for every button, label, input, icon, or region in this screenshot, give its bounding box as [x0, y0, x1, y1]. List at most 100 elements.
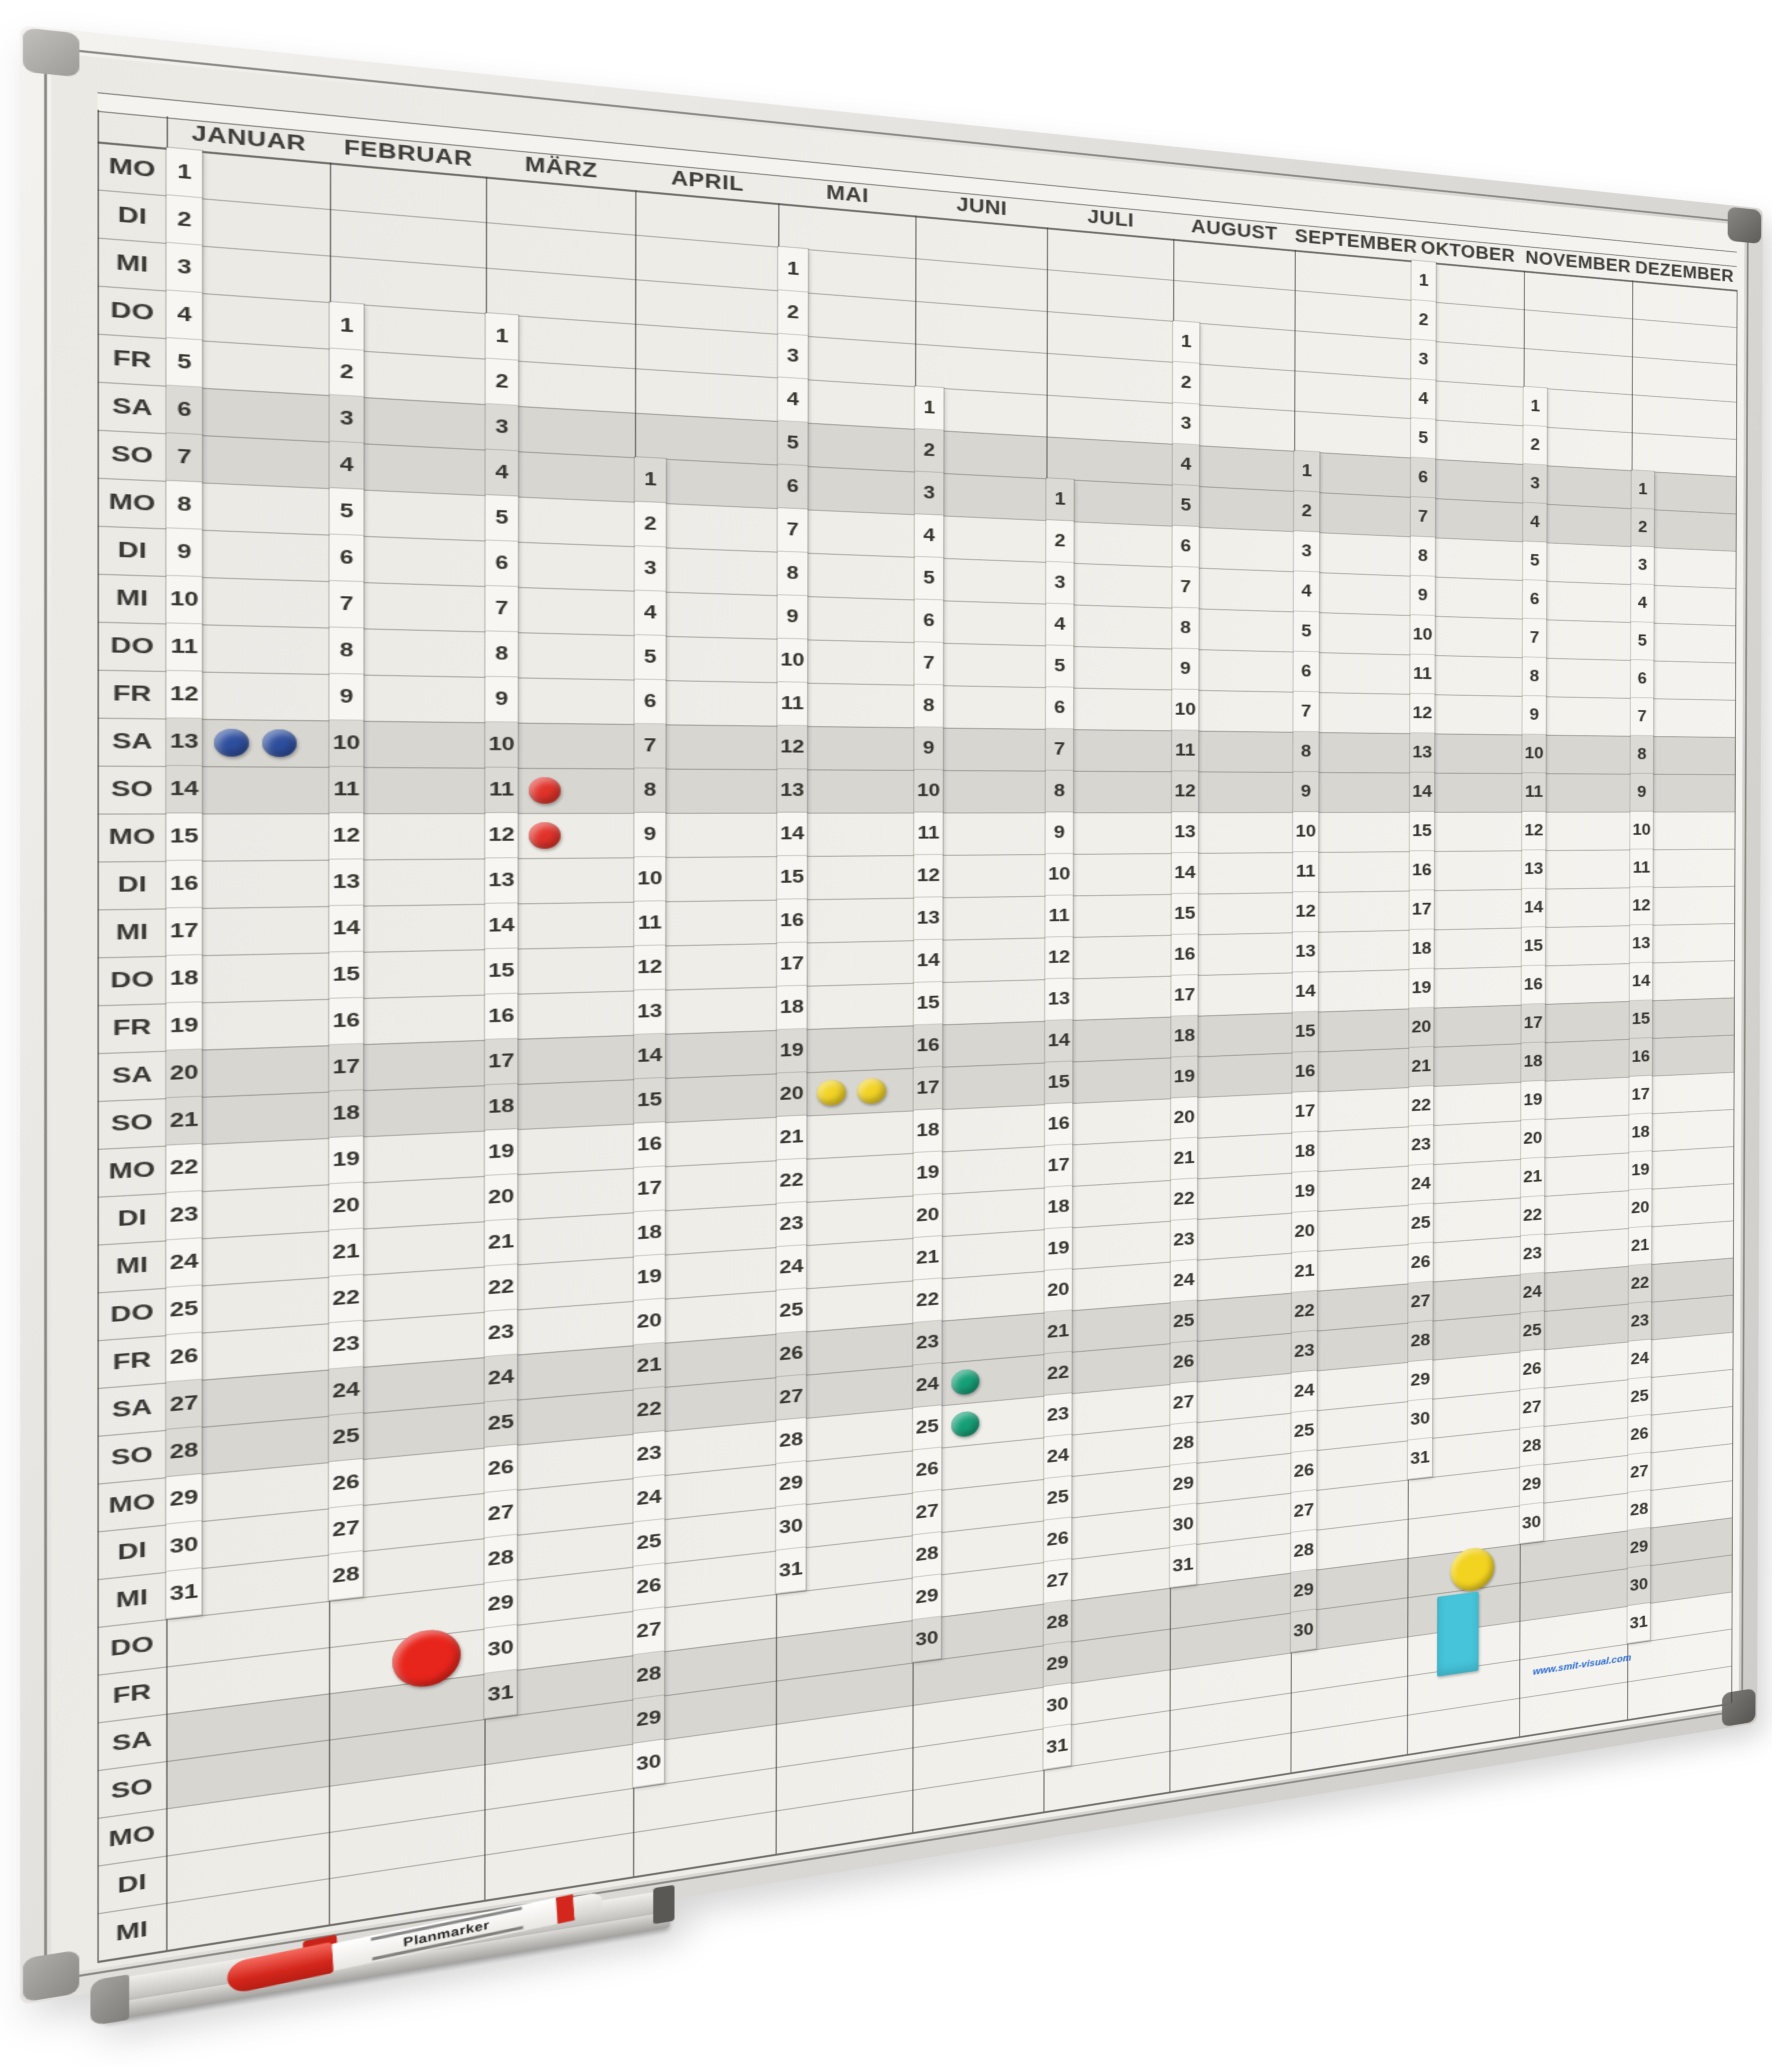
day-number: 7: [166, 433, 202, 483]
day-number: 12: [1410, 693, 1435, 734]
day-number: 8: [634, 768, 666, 813]
day-number: 18: [1292, 1131, 1318, 1173]
day-number: 15: [913, 982, 943, 1026]
day-number: 2: [1046, 520, 1074, 563]
weekday-label: SO: [111, 1109, 153, 1137]
day-strip: 1 2 3 4 5 6 7 8 9 10 11 12 13 14 15 16 17 18 19 20 21 22 23 24 2…: [912, 386, 944, 1663]
day-number: 12: [329, 813, 364, 860]
day-number: 16: [913, 1024, 943, 1068]
day-number: 30: [1290, 1609, 1317, 1653]
day-number: 27: [912, 1489, 942, 1536]
day-number: 7: [1410, 496, 1436, 538]
day-number: 7: [914, 642, 944, 686]
magnet-dot[interactable]: [528, 777, 561, 804]
day-number: 27: [484, 1489, 517, 1539]
day-number: 26: [1408, 1242, 1433, 1284]
weekday-label: MI: [115, 1584, 149, 1613]
day-number: 20: [329, 1182, 364, 1231]
day-number: 11: [1292, 851, 1319, 893]
day-number: 7: [634, 724, 666, 769]
day-number: 6: [1172, 525, 1199, 568]
day-number: 17: [1171, 975, 1198, 1017]
day-number: 20: [1044, 1268, 1072, 1313]
day-number: 21: [1409, 1046, 1434, 1088]
day-number: 9: [1410, 575, 1435, 616]
day-number: 29: [1627, 1527, 1651, 1569]
day-number: 22: [1044, 1351, 1072, 1396]
day-number: 1: [166, 147, 203, 199]
planner-grid: MO DI MI DO FR SA SO MO DI MI DO FR SA SO MO DI MI DO FR SA…: [20, 25, 1763, 2005]
magnet-dot[interactable]: [262, 729, 297, 758]
day-number: 26: [1628, 1414, 1651, 1455]
day-number: 11: [1045, 895, 1073, 938]
day-number: 5: [1630, 622, 1654, 661]
day-number: 15: [329, 951, 364, 999]
weekday-label: DI: [117, 1204, 147, 1232]
day-number: 28: [1291, 1529, 1317, 1573]
day-number: 10: [485, 722, 518, 768]
day-number: 12: [1045, 936, 1073, 980]
day-number: 28: [484, 1534, 517, 1584]
day-number: 19: [913, 1151, 943, 1196]
day-number: 24: [329, 1366, 363, 1416]
day-number: 13: [1292, 931, 1319, 973]
day-number: 20: [1409, 1007, 1434, 1048]
day-number: 23: [1044, 1393, 1072, 1438]
day-number: 30: [1043, 1683, 1071, 1729]
day-number: 18: [329, 1090, 364, 1138]
day-number: 25: [1044, 1476, 1072, 1521]
day-number: 1: [1411, 260, 1436, 302]
day-number: 11: [634, 901, 666, 947]
day-number: 27: [1408, 1281, 1433, 1323]
day-number: 5: [1410, 418, 1436, 459]
weekday-label: SO: [111, 1441, 153, 1471]
day-number: 18: [166, 955, 202, 1004]
day-number: 17: [1292, 1091, 1318, 1133]
note-card-magnet[interactable]: [1437, 1591, 1479, 1677]
day-number: 8: [777, 551, 808, 597]
year-planner-board: MO DI MI DO FR SA SO MO DI MI DO FR SA SO MO DI MI DO FR SA…: [20, 25, 1763, 2027]
day-number: 12: [1522, 811, 1546, 851]
day-number: 25: [633, 1519, 665, 1567]
day-number: 6: [329, 534, 364, 583]
day-number: 2: [1172, 361, 1200, 405]
day-number: 31: [484, 1669, 517, 1720]
weekday-label: MI: [116, 249, 149, 278]
day-number: 26: [1520, 1349, 1544, 1391]
day-number: 21: [1291, 1250, 1318, 1293]
day-number: 13: [1171, 812, 1199, 854]
weekday-label: FR: [112, 1347, 152, 1375]
day-number: 15: [1409, 811, 1435, 852]
day-number: 27: [166, 1379, 202, 1430]
day-number: 10: [634, 857, 666, 902]
month-header: JUNI: [956, 194, 1008, 220]
day-number: 2: [166, 195, 203, 246]
day-number: 15: [634, 1077, 666, 1124]
day-strip: 1 2 3 4 5 6 7 8 9 10 11 12 13 14 15 16 17 18 19 20 21 22 23 24 2…: [776, 246, 808, 1595]
day-number: 28: [1043, 1600, 1072, 1646]
magnet-dot[interactable]: [528, 822, 561, 849]
day-number: 3: [1631, 546, 1654, 585]
weekday-label: DI: [117, 537, 147, 564]
magnet-dot[interactable]: [214, 728, 249, 757]
day-number: 9: [777, 595, 808, 640]
day-number: 24: [484, 1354, 518, 1403]
day-number: 15: [1171, 893, 1198, 935]
day-number: 9: [1293, 771, 1319, 813]
day-number: 30: [776, 1504, 806, 1551]
day-number: 27: [1627, 1452, 1651, 1493]
weekday-label: SA: [112, 393, 153, 421]
weekday-label: DO: [110, 632, 154, 659]
day-number: 4: [1631, 584, 1654, 623]
day-number: 26: [329, 1458, 363, 1509]
day-number: 1: [914, 386, 944, 431]
day-strip: 1 2 3 4 5 6 7 8 9 10 11 12 13 14 15 16 17 18 19 20 21 22 23 24 2…: [1407, 260, 1436, 1480]
weekday-label: MO: [108, 824, 156, 850]
weekday-label: SA: [111, 1394, 153, 1423]
day-number: 12: [485, 813, 518, 859]
magnet-dot[interactable]: [951, 1410, 980, 1438]
day-number: 22: [484, 1264, 518, 1312]
day-number: 30: [1407, 1398, 1433, 1441]
day-number: 13: [913, 897, 943, 941]
day-number: 29: [484, 1579, 517, 1629]
